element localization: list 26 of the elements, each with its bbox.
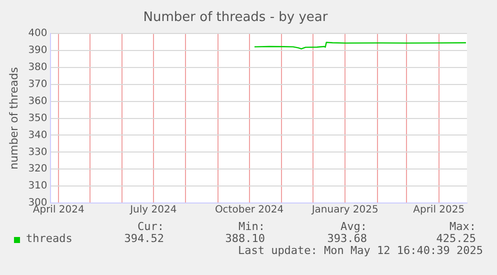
- text: 425.25: [436, 232, 476, 245]
- chart-title: Number of threads - by year: [143, 10, 328, 26]
- y-tick-label: 390: [28, 45, 48, 56]
- text: Min:: [238, 220, 265, 233]
- y-tick-label: 340: [28, 130, 48, 141]
- text: Max:: [450, 220, 476, 233]
- y-tick-label: 310: [28, 180, 48, 192]
- text: 393.68: [327, 232, 367, 245]
- y-tick-label: 400: [28, 28, 48, 40]
- x-tick-label: July 2024: [129, 204, 177, 216]
- y-tick-label: 380: [28, 62, 48, 74]
- text: 394.52: [124, 232, 164, 245]
- legend-label: threads: [26, 232, 72, 245]
- text: Cur:: [138, 220, 164, 233]
- y-axis-title: number of threads: [7, 66, 20, 170]
- y-tick-label: 350: [28, 112, 48, 124]
- y-tick-label: 370: [28, 79, 48, 90]
- x-tick-label: April 2025: [413, 204, 465, 216]
- x-tick-label: October 2024: [214, 204, 284, 216]
- text: Avg:: [340, 220, 367, 233]
- text: 388.10: [225, 232, 265, 245]
- text: Last update: Mon May 12 16:40:39 2025: [238, 244, 483, 257]
- y-tick-label: 320: [28, 164, 48, 175]
- y-tick-label: 330: [28, 146, 48, 158]
- x-tick-label: January 2025: [310, 204, 378, 216]
- y-tick-label: 360: [28, 96, 48, 107]
